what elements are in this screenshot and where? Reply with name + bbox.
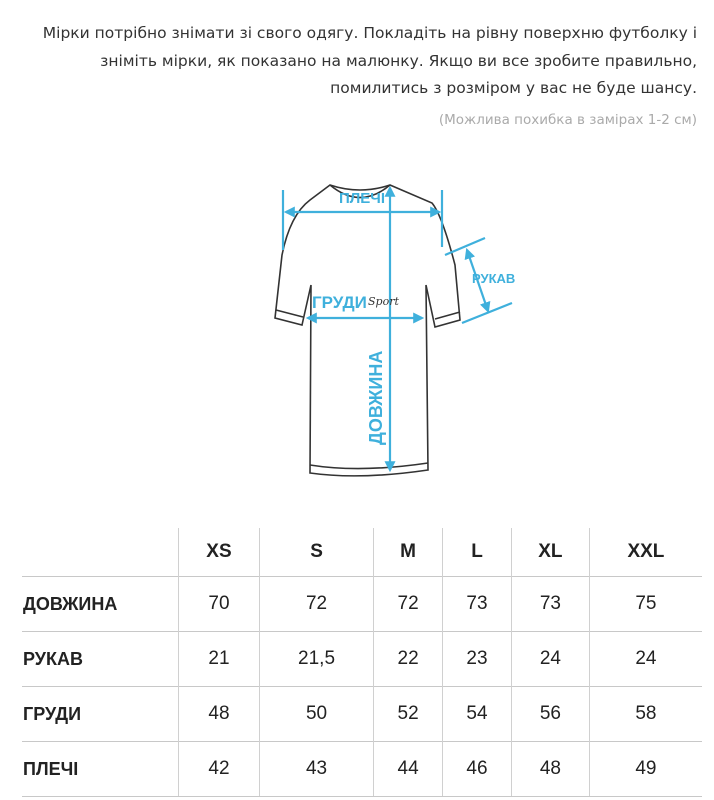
table-row: ДОВЖИНА 70 72 72 73 73 75	[22, 576, 702, 632]
row-label: ДОВЖИНА	[22, 576, 179, 632]
shoulders-label: ПЛЕЧІ	[339, 190, 385, 207]
value-cell: 72	[258, 576, 374, 632]
size-header: XL	[510, 528, 590, 577]
value-cell: 73	[510, 576, 590, 632]
size-header: XS	[178, 528, 260, 577]
size-header-row: XS S M L XL XXL	[22, 528, 702, 577]
value-cell: 24	[588, 631, 702, 687]
value-cell: 73	[442, 576, 512, 632]
size-header: S	[258, 528, 374, 577]
size-header: L	[442, 528, 512, 577]
table-row: ПЛЕЧІ 42 43 44 46 48 49	[22, 741, 702, 797]
value-cell: 48	[510, 741, 590, 797]
value-cell: 24	[510, 631, 590, 687]
tshirt-measurement-diagram: ПЛЕЧІ РУКАВ ГРУДИ ДОВЖИНА Sport	[274, 184, 515, 477]
value-cell: 42	[178, 741, 260, 797]
sleeve-label: РУКАВ	[472, 271, 515, 286]
value-cell: 72	[373, 576, 443, 632]
value-cell: 52	[373, 686, 443, 742]
value-cell: 21	[178, 631, 260, 687]
row-label: РУКАВ	[22, 631, 179, 687]
chest-label: ГРУДИ	[312, 293, 367, 312]
value-cell: 21,5	[258, 631, 374, 687]
length-label: ДОВЖИНА	[366, 351, 386, 445]
value-cell: 70	[178, 576, 260, 632]
value-cell: 22	[373, 631, 443, 687]
size-header: XXL	[588, 528, 702, 577]
size-table: XS S M L XL XXL ДОВЖИНА 70 72 72 73 73 75 РУКАВ…	[22, 528, 702, 797]
table-row: ГРУДИ 48 50 52 54 56 58	[22, 686, 702, 742]
value-cell: 58	[588, 686, 702, 742]
brand-logo: Sport	[368, 295, 399, 308]
value-cell: 48	[178, 686, 260, 742]
row-label: ПЛЕЧІ	[22, 741, 179, 797]
value-cell: 46	[442, 741, 512, 797]
value-cell: 54	[442, 686, 512, 742]
intro-text: Мірки потрібно знімати зі свого одягу. П…	[42, 24, 697, 97]
tshirt-outline	[274, 184, 461, 477]
value-cell: 44	[373, 741, 443, 797]
size-header: M	[373, 528, 443, 577]
table-row: РУКАВ 21 21,5 22 23 24 24	[22, 631, 702, 687]
value-cell: 75	[588, 576, 702, 632]
corner-cell	[22, 528, 179, 577]
value-cell: 50	[258, 686, 374, 742]
sleeve-guide-top	[444, 236, 486, 257]
row-label: ГРУДИ	[22, 686, 179, 742]
measurement-note: (Можлива похибка в замірах 1-2 см)	[438, 112, 697, 128]
value-cell: 56	[510, 686, 590, 742]
value-cell: 23	[442, 631, 512, 687]
value-cell: 49	[588, 741, 702, 797]
sleeve-arrow	[464, 247, 491, 314]
value-cell: 43	[258, 741, 374, 797]
